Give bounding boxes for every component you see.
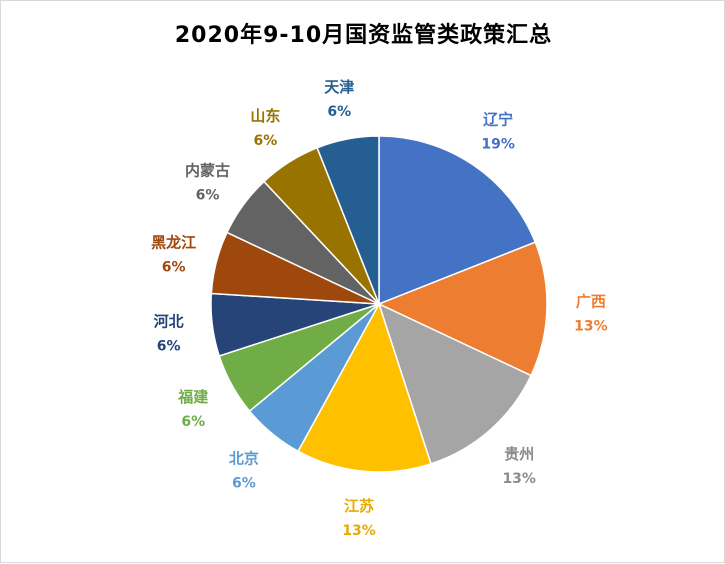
slice-label-name: 广西	[576, 293, 606, 311]
pie-slice-4	[297, 302, 432, 473]
slice-label-percent: 13%	[342, 523, 376, 539]
slice-label-name: 江苏	[344, 497, 374, 515]
slice-label-percent: 6%	[196, 187, 220, 203]
slice-label-name: 北京	[229, 449, 259, 467]
pie-slice-11	[316, 135, 380, 305]
pie-slice-1	[378, 135, 537, 306]
slice-label-name: 贵州	[504, 445, 534, 463]
slice-label-name: 福建	[177, 388, 209, 406]
slice-label-percent: 6%	[327, 104, 351, 120]
slice-label-percent: 13%	[502, 471, 536, 487]
pie-slice-3	[377, 302, 533, 465]
slice-label-percent: 6%	[232, 475, 256, 491]
slice-label-percent: 6%	[254, 133, 278, 149]
slice-label-percent: 6%	[181, 414, 205, 430]
slice-label-percent: 6%	[157, 339, 181, 355]
chart-title: 2020年9-10月国资监管类政策汇总	[174, 23, 553, 48]
pie-slice-2	[377, 241, 548, 377]
slice-label-name: 黑龙江	[151, 233, 196, 251]
slice-label-percent: 13%	[574, 319, 608, 335]
slice-label-name: 河北	[154, 313, 184, 331]
slice-label-name: 天津	[324, 78, 354, 96]
slice-label-percent: 19%	[481, 137, 515, 153]
slice-label-name: 山东	[250, 107, 280, 125]
slice-label-name: 内蒙古	[185, 161, 230, 179]
slice-label-percent: 6%	[162, 259, 186, 275]
slice-label-name: 辽宁	[483, 111, 513, 129]
